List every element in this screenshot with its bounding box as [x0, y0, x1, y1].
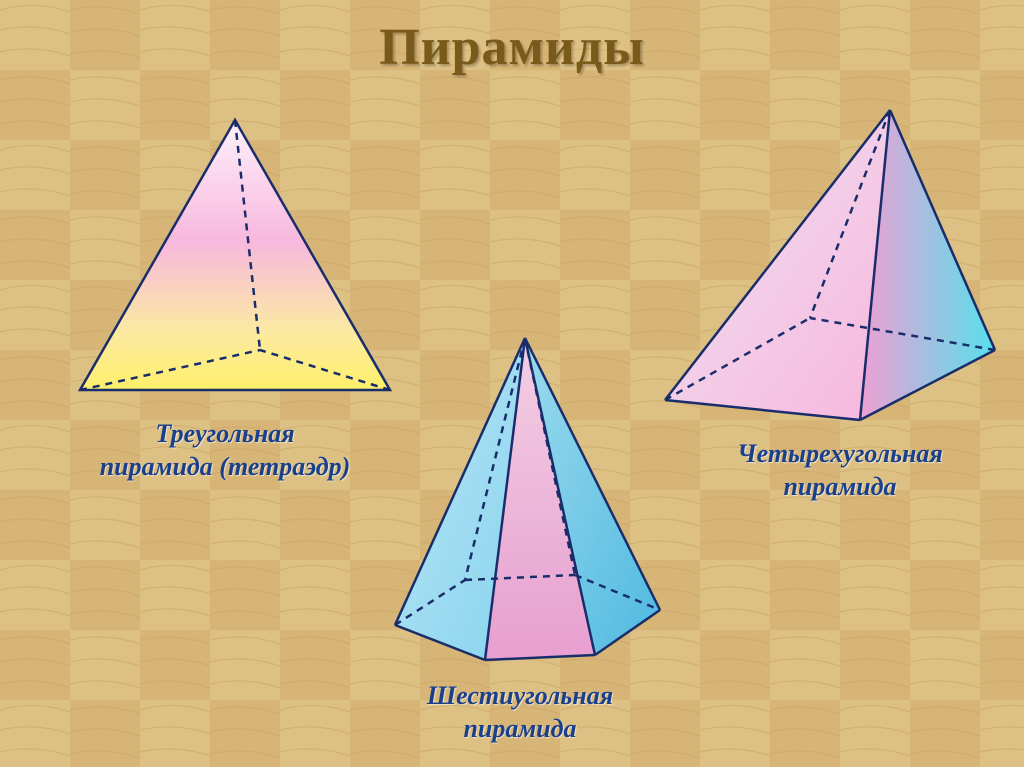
quad-label-line1: Четырехугольная [737, 439, 943, 468]
hex-label-line2: пирамида [463, 714, 576, 743]
quad-label: Четырехугольная пирамида [680, 438, 1000, 503]
triangular-pyramid [60, 110, 410, 410]
hex-label: Шестиугольная пирамида [370, 680, 670, 745]
quad-label-line2: пирамида [783, 472, 896, 501]
tetra-label-line2: пирамида (тетраэдр) [100, 452, 351, 481]
tetra-label: Треугольная пирамида (тетраэдр) [60, 418, 390, 483]
tetra-label-line1: Треугольная [155, 419, 294, 448]
hexagonal-pyramid [360, 330, 690, 680]
page-title: Пирамиды [379, 18, 645, 77]
hex-label-line1: Шестиугольная [427, 681, 613, 710]
quadrilateral-pyramid [640, 100, 1010, 430]
